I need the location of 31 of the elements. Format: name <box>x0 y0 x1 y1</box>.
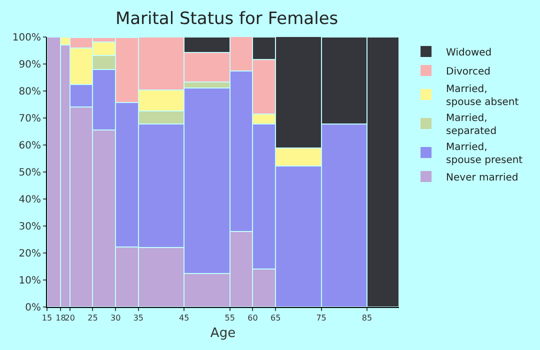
chart-title: Marital Status for Females <box>115 9 338 30</box>
y-tick-label: 20% <box>18 248 41 260</box>
legend-label: Married, spouse absent <box>446 84 519 108</box>
x-tick-label: 55 <box>224 314 235 323</box>
y-tick-label: 100% <box>12 32 41 44</box>
x-tick-label: 60 <box>248 314 258 323</box>
x-tick-label: 35 <box>133 314 144 323</box>
legend-label: Divorced <box>446 66 490 78</box>
y-tick-label: 30% <box>18 222 41 232</box>
y-tick-label: 70% <box>18 114 41 124</box>
x-tick-label: 20 <box>64 314 75 323</box>
x-tick-label: 75 <box>316 314 326 323</box>
legend-label: Never married <box>446 172 518 184</box>
legend-label: Widowed <box>446 47 492 58</box>
x-tick-label: 85 <box>362 314 372 323</box>
x-axis-title: Age <box>210 326 236 342</box>
y-tick-label: 50% <box>18 168 41 178</box>
y-tick-label: 80% <box>18 86 41 98</box>
x-tick-label: 25 <box>88 314 98 323</box>
y-tick-label: 60% <box>18 140 41 152</box>
x-tick-label: 45 <box>179 314 190 323</box>
legend-label: Married, separated <box>446 112 497 137</box>
y-tick-label: 40% <box>18 194 41 206</box>
x-tick-label: 18 <box>56 314 66 323</box>
y-tick-label: 10% <box>18 276 41 286</box>
y-tick-label: 90% <box>18 60 41 70</box>
x-tick-label: 30 <box>110 314 121 323</box>
y-tick-label: 0% <box>25 302 41 314</box>
x-tick-label: 65 <box>270 314 281 323</box>
x-tick-label: 15 <box>42 314 52 323</box>
legend-label: Married, spouse present <box>446 142 523 166</box>
